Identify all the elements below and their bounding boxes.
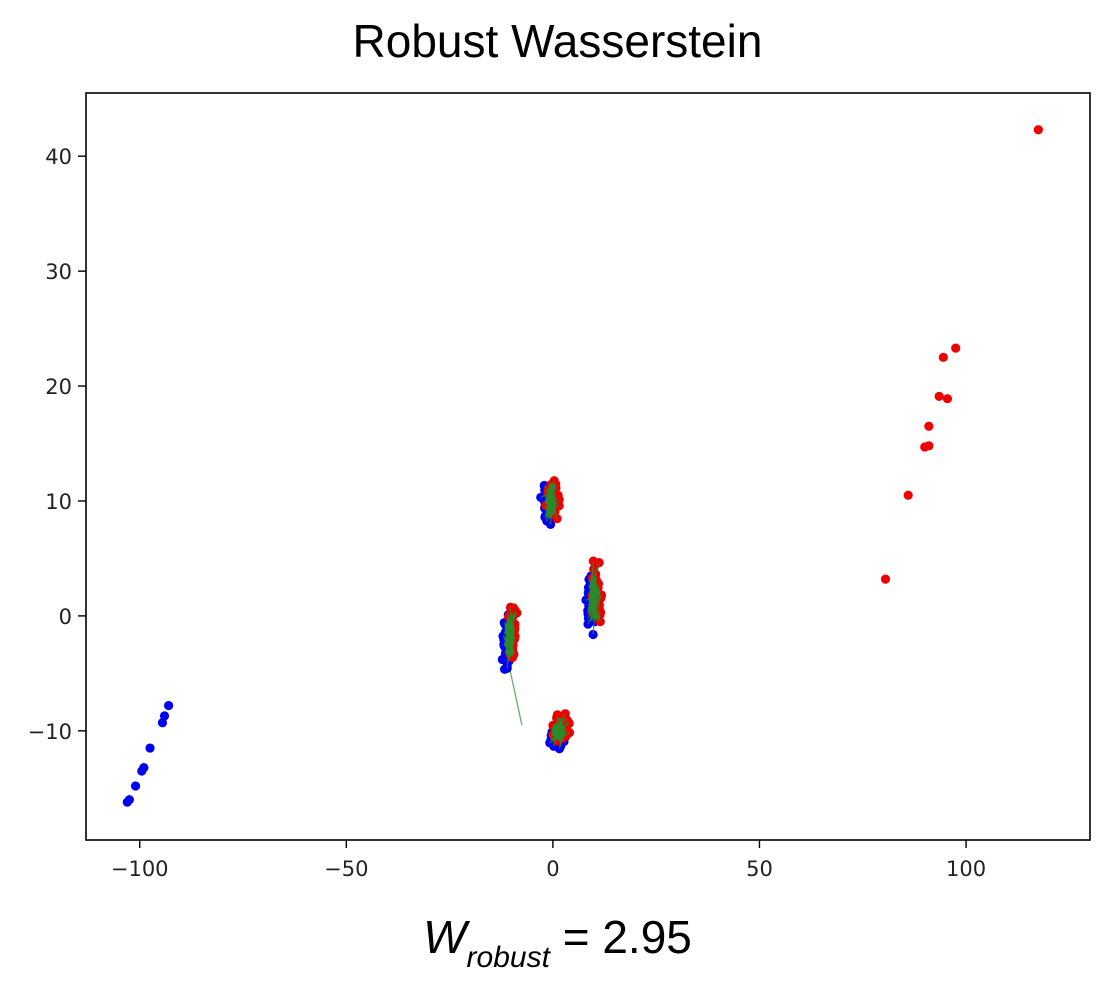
y-tick-label: 0: [59, 605, 72, 629]
x-tick-label: 100: [946, 857, 986, 881]
transport-point: [506, 634, 513, 641]
transport-point: [590, 576, 598, 583]
y-tick-label: −10: [28, 720, 72, 744]
transport-point: [504, 628, 512, 636]
y-tick-label: 10: [45, 490, 72, 514]
x-tick-label: −50: [324, 857, 368, 881]
target-outlier-point: [938, 352, 948, 362]
y-tick-label: 40: [45, 145, 72, 169]
target-outlier-point: [951, 343, 961, 353]
target-outlier-point: [934, 391, 944, 401]
source-outlier-point: [159, 711, 170, 721]
source-point: [588, 629, 598, 640]
source-outlier-point: [145, 743, 155, 753]
target-point: [508, 603, 519, 613]
transport-point: [506, 643, 513, 651]
x-tick-label: −100: [111, 857, 169, 881]
transport-point: [590, 608, 598, 615]
target-outlier-point: [924, 441, 934, 451]
source-outlier-point: [124, 795, 134, 805]
source-point: [497, 654, 507, 665]
wasserstein-value: Wrobust = 2.95: [0, 910, 1115, 974]
target-outlier-point: [880, 574, 891, 584]
plot-marks: [122, 125, 1043, 807]
transport-point: [505, 648, 513, 656]
y-tick-label: 30: [45, 260, 72, 284]
x-tick-label: 50: [746, 857, 773, 881]
source-outlier-point: [139, 762, 149, 773]
target-outlier-point: [903, 490, 913, 500]
y-tick-label: 20: [45, 375, 72, 399]
transport-point: [547, 492, 555, 499]
source-outlier-point: [130, 781, 141, 791]
target-outlier-point: [942, 394, 953, 404]
transport-link: [508, 667, 523, 726]
transport-point: [548, 484, 555, 491]
transport-point: [553, 728, 561, 736]
transport-point: [545, 511, 553, 519]
target-outlier-point: [1033, 125, 1043, 135]
formula-symbol: W: [423, 911, 467, 963]
target-outlier-point: [924, 421, 934, 431]
x-tick-label: 0: [546, 857, 559, 881]
target-point: [552, 513, 562, 524]
transport-point: [591, 591, 598, 598]
chart-title: Robust Wasserstein: [352, 15, 763, 67]
transport-point: [549, 501, 556, 508]
plot-frame: [85, 92, 1091, 841]
formula-subscript: robust: [466, 941, 550, 974]
source-outlier-point: [157, 718, 168, 728]
formula-value: = 2.95: [562, 911, 692, 963]
source-outlier-point: [164, 700, 174, 711]
